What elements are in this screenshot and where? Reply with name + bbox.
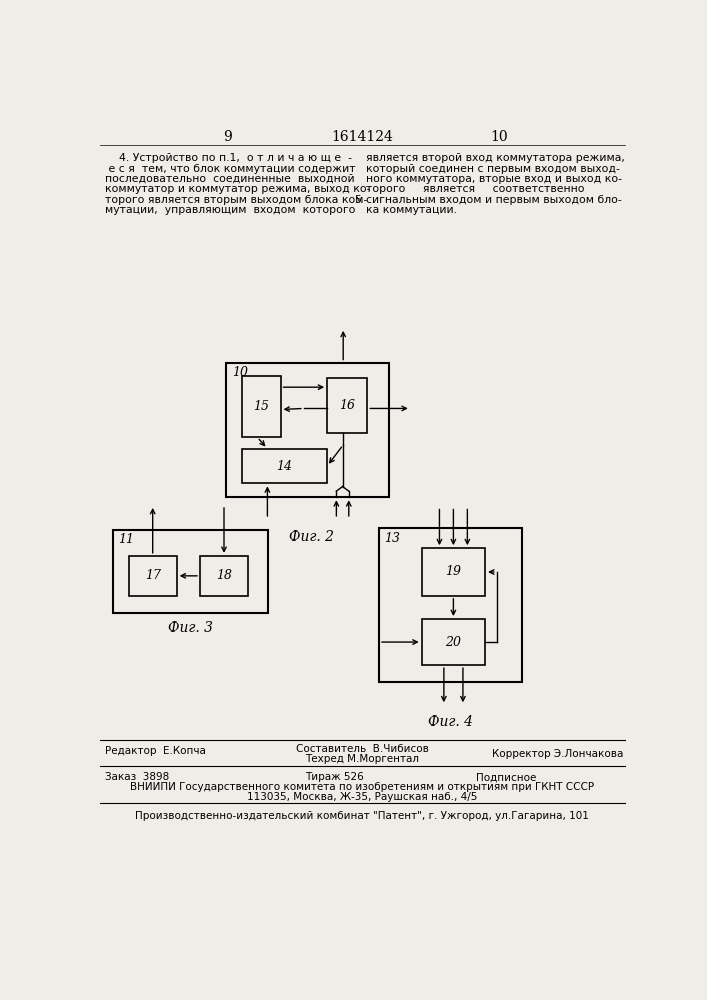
- Bar: [421, 548, 485, 596]
- Text: 10: 10: [233, 366, 249, 379]
- Text: ка коммутации.: ка коммутации.: [366, 205, 457, 215]
- Text: Фиг. 3: Фиг. 3: [168, 621, 214, 635]
- Text: Фиг. 2: Фиг. 2: [289, 530, 334, 544]
- Text: е с я  тем, что блок коммутации содержит: е с я тем, что блок коммутации содержит: [105, 164, 356, 174]
- Bar: [226, 363, 389, 497]
- Text: 11: 11: [119, 533, 134, 546]
- Bar: [129, 556, 177, 596]
- Text: Подписное: Подписное: [476, 772, 536, 782]
- Text: последовательно  соединенные  выходной: последовательно соединенные выходной: [105, 174, 355, 184]
- Bar: [113, 530, 268, 613]
- Text: 18: 18: [216, 569, 232, 582]
- Text: 5: 5: [355, 195, 361, 205]
- Text: Редактор  Е.Копча: Редактор Е.Копча: [105, 746, 206, 756]
- Text: 16: 16: [339, 399, 355, 412]
- Bar: [327, 378, 368, 433]
- Text: Фиг. 4: Фиг. 4: [428, 715, 473, 729]
- Bar: [379, 528, 522, 682]
- Text: Корректор Э.Лончакова: Корректор Э.Лончакова: [492, 749, 623, 759]
- Text: мутации,  управляющим  входом  которого: мутации, управляющим входом которого: [105, 205, 356, 215]
- Text: 9: 9: [223, 130, 233, 144]
- Text: торого     является     соответственно: торого является соответственно: [366, 184, 584, 194]
- Text: Заказ  3898: Заказ 3898: [105, 772, 170, 782]
- Text: торого является вторым выходом блока ком-: торого является вторым выходом блока ком…: [105, 195, 368, 205]
- Text: который соединен с первым входом выход-: который соединен с первым входом выход-: [366, 164, 620, 174]
- Text: Техред М.Моргентал: Техред М.Моргентал: [305, 754, 419, 764]
- Text: 20: 20: [445, 636, 462, 649]
- Bar: [242, 449, 327, 483]
- Text: 1614124: 1614124: [331, 130, 393, 144]
- Text: 15: 15: [253, 400, 269, 413]
- Text: 4. Устройство по п.1,  о т л и ч а ю щ е  -: 4. Устройство по п.1, о т л и ч а ю щ е …: [105, 153, 352, 163]
- Text: 19: 19: [445, 565, 462, 578]
- Bar: [242, 376, 281, 437]
- Text: Тираж 526: Тираж 526: [305, 772, 364, 782]
- Text: 13: 13: [385, 532, 400, 545]
- Text: сигнальным входом и первым выходом бло-: сигнальным входом и первым выходом бло-: [366, 195, 621, 205]
- Text: 10: 10: [491, 130, 508, 144]
- Text: является второй вход коммутатора режима,: является второй вход коммутатора режима,: [366, 153, 625, 163]
- Bar: [421, 619, 485, 665]
- Text: 14: 14: [276, 460, 293, 473]
- Text: Составитель  В.Чибисов: Составитель В.Чибисов: [296, 744, 428, 754]
- Text: коммутатор и коммутатор режима, выход ко-: коммутатор и коммутатор режима, выход ко…: [105, 184, 371, 194]
- Text: ного коммутатора, вторые вход и выход ко-: ного коммутатора, вторые вход и выход ко…: [366, 174, 622, 184]
- Text: Производственно-издательский комбинат "Патент", г. Ужгород, ул.Гагарина, 101: Производственно-издательский комбинат "П…: [135, 811, 589, 821]
- Text: 113035, Москва, Ж-35, Раушская наб., 4/5: 113035, Москва, Ж-35, Раушская наб., 4/5: [247, 792, 477, 802]
- Bar: [200, 556, 248, 596]
- Text: 17: 17: [145, 569, 160, 582]
- Text: ВНИИПИ Государственного комитета по изобретениям и открытиям при ГКНТ СССР: ВНИИПИ Государственного комитета по изоб…: [130, 782, 594, 792]
